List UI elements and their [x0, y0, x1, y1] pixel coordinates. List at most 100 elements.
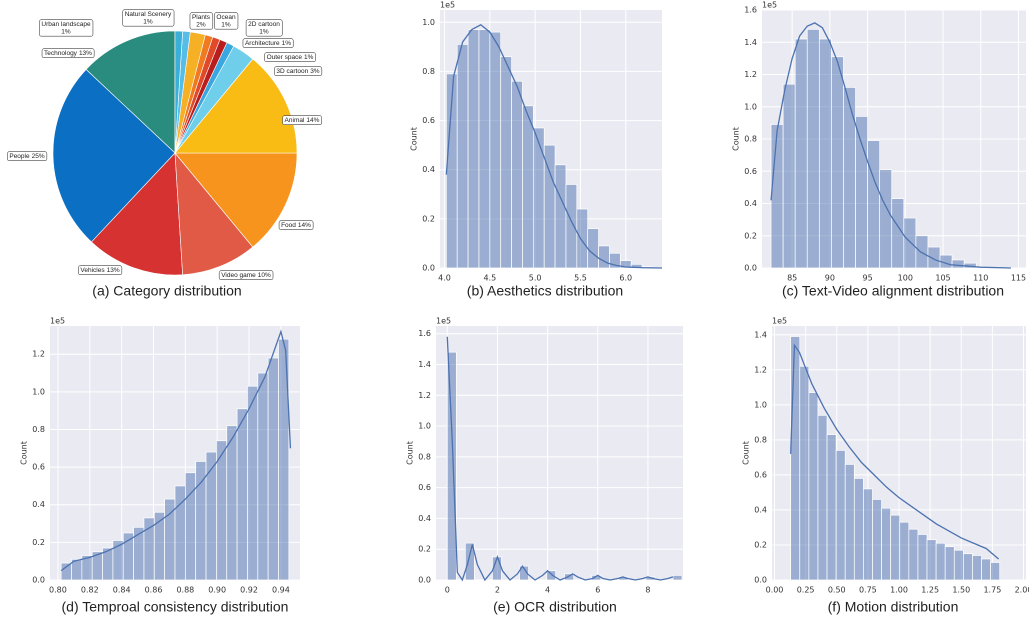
- x-tick-label: 0.82: [81, 586, 99, 595]
- pie-label-text: Urban landscape 1%: [41, 21, 91, 35]
- histogram-bar: [60, 562, 72, 581]
- y-tick-label: 0.6: [32, 463, 45, 472]
- kde-curve: [790, 343, 1000, 560]
- label-box: [7, 151, 48, 162]
- histogram-bar: [867, 140, 881, 269]
- histogram-bar: [972, 555, 982, 581]
- y-tick-label: 0.0: [32, 576, 45, 585]
- histogram-bar: [143, 517, 155, 581]
- histogram-bar: [826, 434, 837, 581]
- x-tick-label: 0.84: [113, 586, 131, 595]
- label-box: [218, 270, 274, 281]
- label-box: [122, 9, 175, 27]
- pie-label: 3D cartoon 3%: [274, 66, 323, 77]
- pie-label-text: Natural Scenery 1%: [125, 11, 172, 25]
- histogram-bar: [981, 558, 991, 581]
- pie-label-text: 3D cartoon 3%: [276, 68, 319, 75]
- y-tick-label: 0.2: [422, 214, 435, 223]
- category-name: Video game: [221, 272, 256, 279]
- x-tick-label: 6: [595, 586, 600, 595]
- pie-label: Food 14%: [278, 220, 314, 231]
- label-box: [78, 265, 123, 276]
- histogram-bar: [855, 116, 868, 269]
- histogram-bar: [546, 570, 556, 581]
- caption: (e) OCR distribution: [493, 599, 617, 615]
- pie-slice: [174, 30, 183, 154]
- y-tick-label: 1.4: [744, 38, 757, 47]
- histogram-bar: [587, 228, 599, 269]
- x-tick-label: 1.75: [983, 586, 1001, 595]
- y-tick-label: 0.2: [32, 538, 45, 547]
- y-tick-label: 1.0: [754, 400, 767, 409]
- histogram-bar: [446, 351, 457, 581]
- pie-label-text: Vehicles 13%: [80, 267, 119, 274]
- x-tick-label: 0.90: [208, 586, 226, 595]
- label-box: [242, 38, 294, 49]
- category-name: Food: [281, 222, 296, 229]
- label-box: [282, 115, 322, 126]
- x-tick-label: 5.5: [574, 274, 587, 283]
- histogram-bar: [990, 562, 1001, 581]
- histogram-bar: [511, 80, 523, 269]
- histogram-bar: [831, 56, 844, 269]
- histogram-bar: [267, 357, 279, 581]
- pie-label: Urban landscape 1%: [39, 19, 94, 37]
- histogram-bar: [903, 217, 917, 269]
- histogram-bar: [519, 565, 529, 581]
- kde-curve: [60, 329, 292, 572]
- category-name: People: [9, 153, 30, 160]
- percent-label: 14%: [298, 222, 311, 229]
- y-tick-label: 0.0: [418, 576, 431, 585]
- label-box: [274, 66, 323, 77]
- histogram-bar: [790, 336, 801, 581]
- label-box: [189, 12, 214, 30]
- x-tick-label: 6.0: [619, 274, 632, 283]
- histogram-bar: [489, 31, 502, 269]
- category-name: Plants: [192, 14, 211, 21]
- y-tick-label: 1.4: [418, 360, 431, 369]
- caption: (d) Temproal consistency distribution: [62, 599, 289, 615]
- y-tick-label: 0.0: [422, 264, 435, 273]
- x-tick-label: 90: [825, 274, 835, 283]
- histogram-bar: [236, 408, 248, 581]
- pie-label: Ocean 1%: [214, 12, 239, 30]
- pie-label-text: Food 14%: [281, 222, 311, 229]
- histogram-bar: [554, 164, 567, 269]
- label-box: [278, 220, 314, 231]
- histogram-bar: [843, 87, 856, 269]
- histogram-bar: [908, 528, 919, 581]
- caption: (b) Aesthetics distribution: [467, 283, 623, 299]
- y-axis-label: Count: [742, 441, 751, 465]
- x-tick-label: 110: [973, 274, 988, 283]
- y-tick-label: 1.2: [754, 365, 767, 374]
- percent-label: 1%: [304, 54, 314, 61]
- histogram-bar: [835, 450, 846, 581]
- label-box: [41, 48, 95, 59]
- histogram-bar: [247, 385, 259, 581]
- x-tick-label: 0.25: [797, 586, 815, 595]
- percent-label: 10%: [258, 272, 271, 279]
- pie-slice: [52, 69, 176, 243]
- x-tick-label: 0.75: [859, 586, 877, 595]
- pie-slice: [174, 152, 298, 248]
- histogram-bar: [532, 127, 545, 269]
- x-tick-label: 0.86: [145, 586, 163, 595]
- category-name: Technology: [44, 50, 78, 57]
- y-tick-label: 1.2: [418, 391, 431, 400]
- label-box: [245, 19, 283, 37]
- histogram-bar: [915, 235, 929, 269]
- x-tick-label: 0.50: [828, 586, 846, 595]
- y-axis-label: Count: [732, 127, 741, 151]
- percent-label: 13%: [79, 50, 92, 57]
- y-axis-label: Count: [406, 441, 415, 465]
- histogram-bar: [770, 124, 784, 269]
- x-tick-label: 2: [495, 586, 500, 595]
- category-name: Animal: [285, 117, 305, 124]
- x-tick-label: 115: [1011, 274, 1026, 283]
- pie-label: Video game 10%: [218, 270, 274, 281]
- histogram-bar: [881, 507, 892, 581]
- histogram-bar: [899, 521, 910, 581]
- pie-slice: [85, 30, 176, 154]
- caption: (a) Category distribution: [92, 283, 241, 299]
- caption: (c) Text-Video alignment distribution: [782, 283, 1004, 299]
